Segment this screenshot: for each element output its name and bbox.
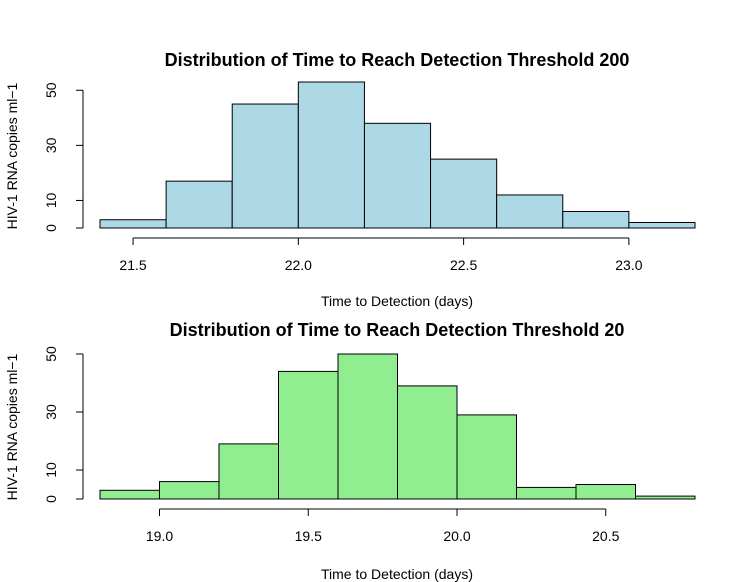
histogram-bar <box>628 221 696 229</box>
y-axis: 0 10 30 50 <box>43 82 84 232</box>
y-tick-label: 10 <box>43 192 59 208</box>
histogram-bar <box>562 210 630 229</box>
x-tick-label: 19.0 <box>146 528 173 544</box>
x-tick-label: 19.5 <box>295 528 322 544</box>
bars-group <box>99 353 696 500</box>
histogram-bar <box>99 489 160 500</box>
histogram-bar <box>297 81 365 229</box>
bars-group <box>99 81 696 229</box>
y-tick-label: 0 <box>43 495 59 503</box>
chart-title: Distribution of Time to Reach Detection … <box>170 320 625 340</box>
x-tick-label: 20.0 <box>443 528 470 544</box>
histogram-bar <box>496 194 564 229</box>
histogram-bar <box>99 219 167 229</box>
x-tick-label: 22.5 <box>450 257 477 273</box>
histogram-bar <box>231 103 299 229</box>
histogram-bar <box>337 353 398 500</box>
y-tick-label: 50 <box>43 346 59 362</box>
histogram-panel-threshold-20: Distribution of Time to Reach Detection … <box>4 320 696 582</box>
x-tick-label: 21.5 <box>119 257 146 273</box>
histogram-bar <box>430 158 498 229</box>
chart-title: Distribution of Time to Reach Detection … <box>165 50 630 70</box>
y-axis-label: HIV-1 RNA copies ml−1 <box>4 353 20 500</box>
histogram-bar <box>363 122 432 229</box>
histogram-bar <box>575 484 636 500</box>
x-axis: 21.5 22.0 22.5 23.0 <box>119 237 643 273</box>
histogram-bar <box>456 414 517 500</box>
histogram-bar <box>635 495 696 500</box>
y-axis-label: HIV-1 RNA copies ml−1 <box>4 82 20 229</box>
y-tick-label: 10 <box>43 462 59 478</box>
y-axis: 0 10 30 50 <box>43 346 84 503</box>
histogram-bar <box>159 481 220 500</box>
y-tick-label: 30 <box>43 404 59 420</box>
y-tick-label: 50 <box>43 82 59 98</box>
x-axis: 19.0 19.5 20.0 20.5 <box>146 508 620 544</box>
x-axis-label: Time to Detection (days) <box>321 293 473 309</box>
y-tick-label: 30 <box>43 137 59 153</box>
x-tick-label: 23.0 <box>615 257 642 273</box>
x-tick-label: 22.0 <box>285 257 312 273</box>
x-axis-label: Time to Detection (days) <box>321 566 473 582</box>
histogram-panel-threshold-200: Distribution of Time to Reach Detection … <box>4 50 696 309</box>
histogram-bar <box>165 180 233 229</box>
y-tick-label: 0 <box>43 224 59 232</box>
histogram-bar <box>397 385 458 500</box>
x-tick-label: 20.5 <box>592 528 619 544</box>
histogram-bar <box>278 370 339 500</box>
histogram-bar <box>516 486 577 500</box>
histogram-bar <box>218 443 279 500</box>
